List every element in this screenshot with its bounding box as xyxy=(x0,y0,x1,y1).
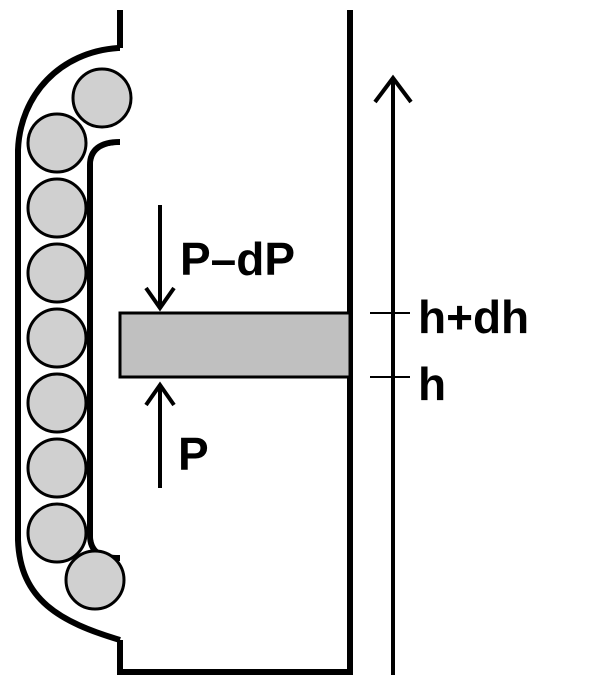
label-lower-pressure: P xyxy=(178,428,209,480)
label-lower-height: h xyxy=(418,358,446,410)
ball xyxy=(28,504,86,562)
ball xyxy=(28,374,86,432)
side-chamber-inner-fill xyxy=(93,145,120,555)
label-upper-height: h+dh xyxy=(418,291,529,343)
label-upper-pressure: P–dP xyxy=(180,233,295,285)
ball xyxy=(28,179,86,237)
ball xyxy=(28,309,86,367)
ball xyxy=(28,244,86,302)
ball xyxy=(73,69,131,127)
ball xyxy=(66,551,124,609)
up-arrow-icon xyxy=(146,385,174,488)
ball xyxy=(28,439,86,497)
fluid-layer xyxy=(120,313,350,377)
ball xyxy=(28,114,86,172)
side-chamber xyxy=(18,48,131,640)
down-arrow-icon xyxy=(146,205,174,308)
